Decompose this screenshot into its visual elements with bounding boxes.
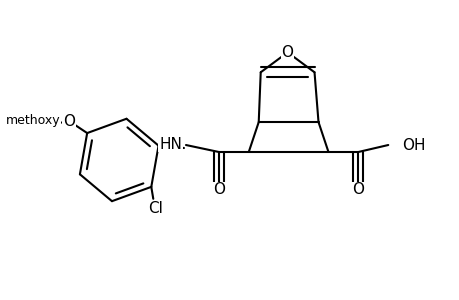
Text: methoxy: methoxy xyxy=(6,114,61,127)
Text: OH: OH xyxy=(401,137,425,152)
Text: O: O xyxy=(213,182,224,197)
Text: O: O xyxy=(352,182,364,197)
Text: HN: HN xyxy=(159,136,182,152)
Text: O: O xyxy=(63,114,75,129)
Text: Cl: Cl xyxy=(147,201,162,216)
Text: O: O xyxy=(281,45,293,60)
